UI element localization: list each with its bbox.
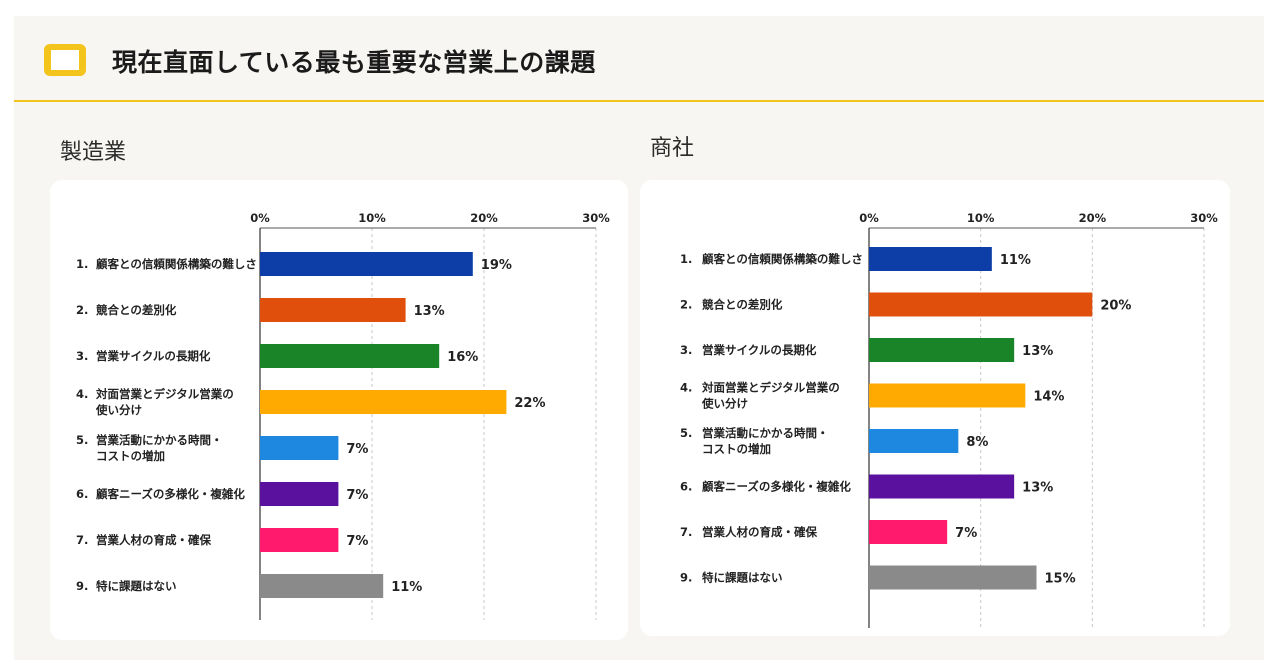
category-label: 使い分け <box>95 403 142 417</box>
category-label: コストの増加 <box>702 442 771 456</box>
data-label: 20% <box>1100 299 1131 314</box>
chart-title-trading: 商社 <box>650 136 695 161</box>
category-number: 7. <box>76 533 88 547</box>
category-number: 3. <box>680 343 692 357</box>
category-label: 競合との差別化 <box>702 298 783 312</box>
category-number: 5. <box>680 426 692 440</box>
category-label: 特に課題はない <box>96 579 177 593</box>
bar <box>260 574 384 598</box>
category-label: 営業活動にかかる時間・ <box>96 433 223 447</box>
category-label: 顧客との信頼関係構築の難しさ <box>96 257 257 271</box>
category-label: 顧客ニーズの多様化・複雑化 <box>96 487 245 501</box>
category-number: 3. <box>76 349 88 363</box>
category-label: 営業サイクルの長期化 <box>96 349 211 363</box>
chart-title-manufacturing: 製造業 <box>60 140 127 165</box>
bar <box>869 338 1015 362</box>
category-label: 特に課題はない <box>702 571 783 585</box>
category-label: 競合との差別化 <box>96 303 177 317</box>
data-label: 7% <box>346 488 368 503</box>
bar <box>260 390 507 414</box>
category-number: 6. <box>76 487 88 501</box>
data-label: 7% <box>955 526 977 541</box>
category-number: 4. <box>76 387 88 401</box>
bar <box>260 528 339 552</box>
category-number: 9. <box>680 571 692 585</box>
category-number: 6. <box>680 480 692 494</box>
category-number: 1. <box>76 257 88 271</box>
data-label: 16% <box>447 350 478 365</box>
category-number: 2. <box>680 298 692 312</box>
tick-label: 20% <box>1079 211 1107 225</box>
chart-card-manufacturing: 0% 10% 20% 30% 19% 1. 顧客との信頼関係構築の難しさ 13% 2. 競合との差… <box>50 180 628 640</box>
tick-label: 0% <box>250 211 270 225</box>
category-label: コストの増加 <box>96 449 165 463</box>
data-label: 14% <box>1033 390 1064 405</box>
bar <box>869 383 1026 408</box>
bar <box>260 482 339 506</box>
data-label: 15% <box>1045 572 1076 587</box>
data-label: 13% <box>1022 481 1053 496</box>
tick-label: 10% <box>358 211 386 225</box>
category-number: 7. <box>680 525 692 539</box>
tick-label: 0% <box>859 211 879 225</box>
category-label: 営業活動にかかる時間・ <box>702 426 829 440</box>
tick-label: 20% <box>470 211 498 225</box>
bar <box>869 247 992 271</box>
bar <box>869 429 959 453</box>
bar <box>260 344 440 368</box>
data-label: 7% <box>346 534 368 549</box>
header-bar: 現在直面している最も重要な営業上の課題 <box>14 16 1264 102</box>
bar <box>260 436 339 460</box>
data-label: 19% <box>481 258 512 273</box>
category-label: 対面営業とデジタル営業の <box>95 387 234 401</box>
category-number: 9. <box>76 579 88 593</box>
category-number: 5. <box>76 433 88 447</box>
bar <box>260 252 473 276</box>
bar-chart-trading: 0% 10% 20% 30% 11% 1. 顧客との信頼関係構築の難しさ 20% 2. 競合との差… <box>680 211 1218 628</box>
chart-card-trading: 0% 10% 20% 30% 11% 1. 顧客との信頼関係構築の難しさ 20% 2. 競合との差… <box>640 180 1230 636</box>
bar <box>869 565 1037 590</box>
category-label: 営業サイクルの長期化 <box>702 343 817 357</box>
book-icon <box>44 44 86 76</box>
bar <box>260 298 406 322</box>
tick-label: 30% <box>1190 211 1218 225</box>
category-label: 営業人材の育成・確保 <box>96 533 211 547</box>
data-label: 13% <box>414 304 445 319</box>
bar <box>869 520 948 544</box>
category-number: 2. <box>76 303 88 317</box>
tick-label: 10% <box>967 211 995 225</box>
category-label: 対面営業とデジタル営業の <box>701 381 840 395</box>
bar-chart-manufacturing: 0% 10% 20% 30% 19% 1. 顧客との信頼関係構築の難しさ 13% 2. 競合との差… <box>76 211 610 620</box>
data-label: 11% <box>391 580 422 595</box>
bar <box>869 474 1015 499</box>
category-label: 顧客との信頼関係構築の難しさ <box>702 252 863 266</box>
bar <box>869 292 1093 317</box>
category-label: 使い分け <box>701 397 748 411</box>
category-label: 営業人材の育成・確保 <box>702 525 817 539</box>
data-label: 22% <box>514 396 545 411</box>
tick-label: 30% <box>582 211 610 225</box>
category-number: 1. <box>680 252 692 266</box>
page-title: 現在直面している最も重要な営業上の課題 <box>112 48 596 77</box>
category-number: 4. <box>680 381 692 395</box>
data-label: 8% <box>966 435 988 450</box>
data-label: 11% <box>1000 253 1031 268</box>
data-label: 13% <box>1022 344 1053 359</box>
data-label: 7% <box>346 442 368 457</box>
category-label: 顧客ニーズの多様化・複雑化 <box>702 480 851 494</box>
report-panel: 現在直面している最も重要な営業上の課題 製造業 商社 0% 10% 20% 30% 19… <box>14 16 1264 660</box>
